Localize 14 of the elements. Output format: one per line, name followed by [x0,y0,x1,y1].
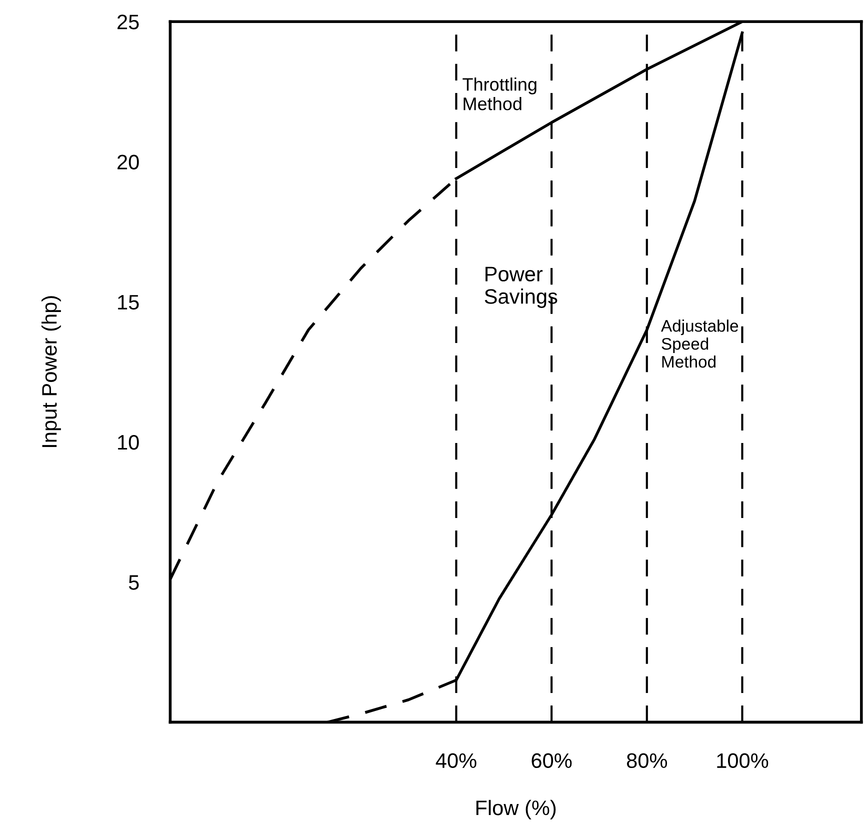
annotation: Adjustable Speed Method [660,320,738,368]
y-tick-label: 25 [118,14,139,30]
x-tick-label: 60% [532,753,572,768]
x-tick-label: 80% [626,753,668,768]
y-tick-label: 20 [118,154,139,170]
y-tick-label: 15 [118,295,139,310]
annotation: Power Savings [484,266,558,308]
x-tick-label: 40% [436,753,476,768]
x-axis-title: Flow (%) [476,800,556,820]
y-tick-label: 10 [118,434,139,450]
y-tick-label: 5 [128,575,139,590]
y-axis-title: Input Power (hp) [42,296,61,447]
annotation: Throttling Method [462,78,536,110]
x-tick-label: 100% [717,753,768,768]
